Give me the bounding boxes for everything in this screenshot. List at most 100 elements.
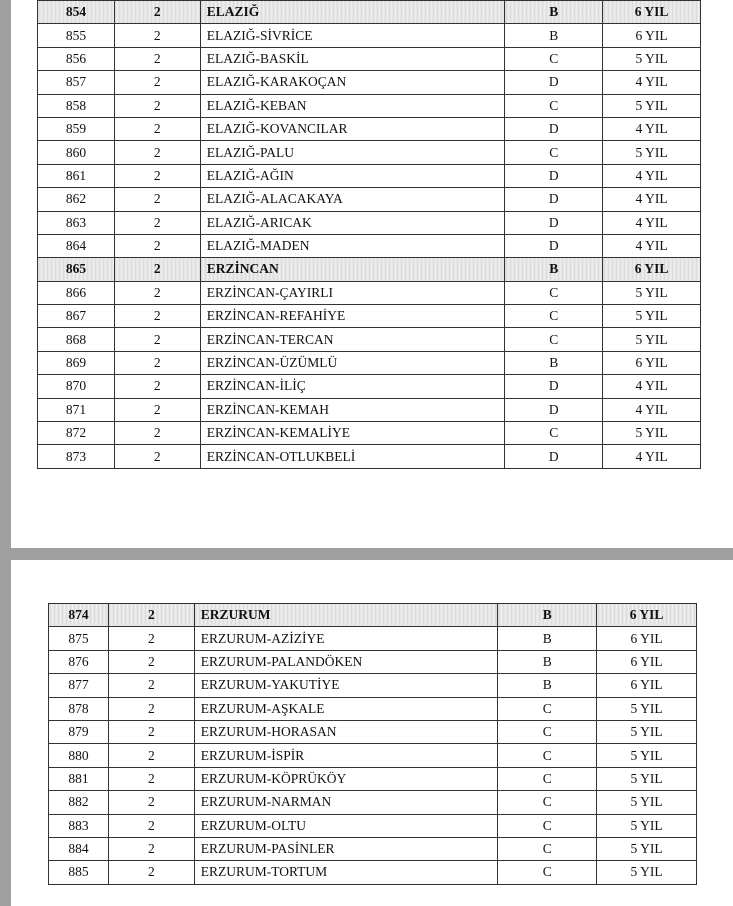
group-cell: 2 (113, 280, 201, 306)
province-row: 865 2 ERZİNCAN B 6 YIL (37, 257, 701, 282)
no-cell: 866 (37, 280, 115, 306)
name-cell: ERZİNCAN-REFAHİYE (199, 304, 506, 329)
name-cell: ERZURUM (193, 602, 499, 628)
group-cell: 2 (113, 257, 201, 282)
name-cell: ERZİNCAN-KEMALİYE (199, 421, 506, 446)
duration-cell: 5 YIL (596, 719, 697, 745)
class-cell: D (504, 187, 604, 212)
class-cell: B (504, 257, 604, 282)
class-cell: C (497, 836, 598, 862)
duration-cell: 5 YIL (602, 280, 701, 306)
table-row: 876 2 ERZURUM-PALANDÖKEN B 6 YIL (48, 649, 697, 675)
group-cell: 2 (107, 649, 195, 675)
duration-cell: 6 YIL (596, 626, 697, 651)
table-row: 883 2 ERZURUM-OLTU C 5 YIL (48, 813, 697, 838)
group-cell: 2 (113, 23, 201, 48)
duration-cell: 5 YIL (602, 304, 701, 329)
name-cell: ERZİNCAN-İLİÇ (199, 374, 506, 399)
class-cell: C (497, 790, 598, 815)
group-cell: 2 (113, 93, 201, 118)
class-cell: C (497, 719, 598, 745)
no-cell: 856 (37, 46, 115, 72)
duration-cell: 6 YIL (602, 0, 701, 25)
table-row: 869 2 ERZİNCAN-ÜZÜMLÜ B 6 YIL (37, 350, 701, 376)
group-cell: 2 (113, 304, 201, 329)
duration-cell: 5 YIL (602, 93, 701, 118)
group-cell: 2 (113, 421, 201, 446)
group-cell: 2 (107, 626, 195, 651)
table-row: 875 2 ERZURUM-AZİZİYE B 6 YIL (48, 626, 697, 651)
duration-cell: 6 YIL (602, 23, 701, 48)
group-cell: 2 (113, 210, 201, 235)
group-cell: 2 (113, 327, 201, 352)
group-cell: 2 (113, 116, 201, 142)
no-cell: 860 (37, 140, 115, 165)
name-cell: ELAZIĞ-ARICAK (199, 210, 506, 235)
province-row: 854 2 ELAZIĞ B 6 YIL (37, 0, 701, 25)
district-table-page-2: 874 2 ERZURUM B 6 YIL 875 2 ERZURUM-AZİZİYE B 6 Y… (48, 602, 697, 885)
table-row: 873 2 ERZİNCAN-OTLUKBELİ D 4 YIL (37, 444, 701, 469)
no-cell: 871 (37, 397, 115, 423)
group-cell: 2 (113, 0, 201, 25)
duration-cell: 4 YIL (602, 187, 701, 212)
no-cell: 879 (48, 719, 109, 745)
class-cell: B (504, 350, 604, 376)
group-cell: 2 (107, 836, 195, 862)
class-cell: B (504, 23, 604, 48)
table-row: 867 2 ERZİNCAN-REFAHİYE C 5 YIL (37, 304, 701, 329)
duration-cell: 5 YIL (596, 696, 697, 721)
class-cell: C (504, 140, 604, 165)
name-cell: ERZURUM-NARMAN (193, 790, 499, 815)
class-cell: B (497, 626, 598, 651)
name-cell: ERZURUM-KÖPRÜKÖY (193, 766, 499, 792)
no-cell: 884 (48, 836, 109, 862)
class-cell: C (504, 327, 604, 352)
class-cell: C (504, 280, 604, 306)
class-cell: C (497, 860, 598, 885)
name-cell: ERZİNCAN-ÜZÜMLÜ (199, 350, 506, 376)
name-cell: ELAZIĞ-KARAKOÇAN (199, 70, 506, 95)
table-row: 885 2 ERZURUM-TORTUM C 5 YIL (48, 860, 697, 885)
table-row: 864 2 ELAZIĞ-MADEN D 4 YIL (37, 233, 701, 259)
name-cell: ELAZIĞ-KOVANCILAR (199, 116, 506, 142)
document-page-1: 854 2 ELAZIĞ B 6 YIL 855 2 ELAZIĞ-SİVRİCE B 6 YIL… (11, 0, 733, 548)
name-cell: ERZURUM-TORTUM (193, 860, 499, 885)
no-cell: 880 (48, 743, 109, 768)
no-cell: 875 (48, 626, 109, 651)
group-cell: 2 (113, 46, 201, 72)
no-cell: 878 (48, 696, 109, 721)
group-cell: 2 (107, 860, 195, 885)
group-cell: 2 (107, 766, 195, 792)
class-cell: B (497, 602, 598, 628)
no-cell: 862 (37, 187, 115, 212)
name-cell: ELAZIĞ-MADEN (199, 233, 506, 259)
table-row: 858 2 ELAZIĞ-KEBAN C 5 YIL (37, 93, 701, 118)
table-row: 872 2 ERZİNCAN-KEMALİYE C 5 YIL (37, 421, 701, 446)
no-cell: 864 (37, 233, 115, 259)
table-row: 881 2 ERZURUM-KÖPRÜKÖY C 5 YIL (48, 766, 697, 792)
no-cell: 859 (37, 116, 115, 142)
no-cell: 874 (48, 602, 109, 628)
duration-cell: 4 YIL (602, 444, 701, 469)
table-row: 879 2 ERZURUM-HORASAN C 5 YIL (48, 719, 697, 745)
duration-cell: 6 YIL (596, 602, 697, 628)
duration-cell: 6 YIL (596, 649, 697, 675)
no-cell: 854 (37, 0, 115, 25)
duration-cell: 4 YIL (602, 116, 701, 142)
class-cell: C (504, 421, 604, 446)
table-row: 863 2 ELAZIĞ-ARICAK D 4 YIL (37, 210, 701, 235)
duration-cell: 6 YIL (602, 257, 701, 282)
no-cell: 870 (37, 374, 115, 399)
class-cell: B (497, 673, 598, 698)
duration-cell: 6 YIL (596, 673, 697, 698)
duration-cell: 4 YIL (602, 397, 701, 423)
table-row: 861 2 ELAZIĞ-AĞIN D 4 YIL (37, 163, 701, 189)
no-cell: 865 (37, 257, 115, 282)
name-cell: ERZURUM-YAKUTİYE (193, 673, 499, 698)
class-cell: C (504, 93, 604, 118)
name-cell: ERZURUM-OLTU (193, 813, 499, 838)
duration-cell: 5 YIL (596, 836, 697, 862)
duration-cell: 4 YIL (602, 210, 701, 235)
class-cell: D (504, 374, 604, 399)
group-cell: 2 (113, 233, 201, 259)
